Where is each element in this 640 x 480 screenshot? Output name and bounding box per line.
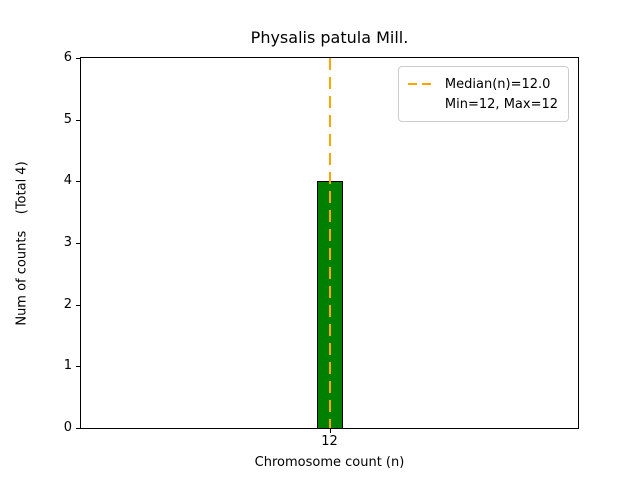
x-axis-label: Chromosome count (n) (254, 455, 405, 470)
y-tick-label: 6 (63, 50, 72, 65)
x-tick-mark (329, 429, 331, 433)
legend-swatch-spacer (408, 103, 436, 105)
y-axis-label-wrap: Num of counts (Total 4) (0, 58, 44, 428)
y-tick-label: 3 (63, 235, 72, 250)
chart-title: Physalis patula Mill. (250, 28, 409, 47)
legend-entry-median: Median(n)=12.0 (407, 74, 558, 94)
dashed-line-swatch-icon (407, 83, 436, 85)
y-tick-label: 0 (63, 420, 72, 435)
y-tick-mark (76, 119, 80, 121)
median-line (328, 58, 331, 428)
legend-entry-minmax: Min=12, Max=12 (408, 94, 558, 114)
plot-area: Median(n)=12.0 Min=12, Max=12 (80, 57, 579, 429)
y-tick-mark (76, 181, 80, 183)
legend-median-label: Median(n)=12.0 (444, 76, 551, 92)
y-axis-tick-marks (76, 58, 80, 429)
y-tick-label: 2 (63, 296, 72, 312)
legend: Median(n)=12.0 Min=12, Max=12 (397, 66, 569, 122)
y-tick-mark (76, 243, 80, 244)
y-tick-label: 4 (63, 173, 72, 189)
y-tick-label: 1 (63, 358, 72, 374)
y-tick-mark (76, 366, 80, 368)
y-tick-label: 5 (63, 111, 72, 127)
y-axis-tick-labels: 0 1 2 3 4 5 6 (0, 50, 72, 435)
y-tick-mark (76, 304, 80, 306)
legend-minmax-label: Min=12, Max=12 (444, 96, 558, 112)
y-tick-mark (76, 58, 80, 59)
y-tick-mark (76, 428, 80, 429)
y-axis-label: Num of counts (Total 4) (14, 160, 30, 326)
x-tick-label: 12 (321, 434, 338, 449)
